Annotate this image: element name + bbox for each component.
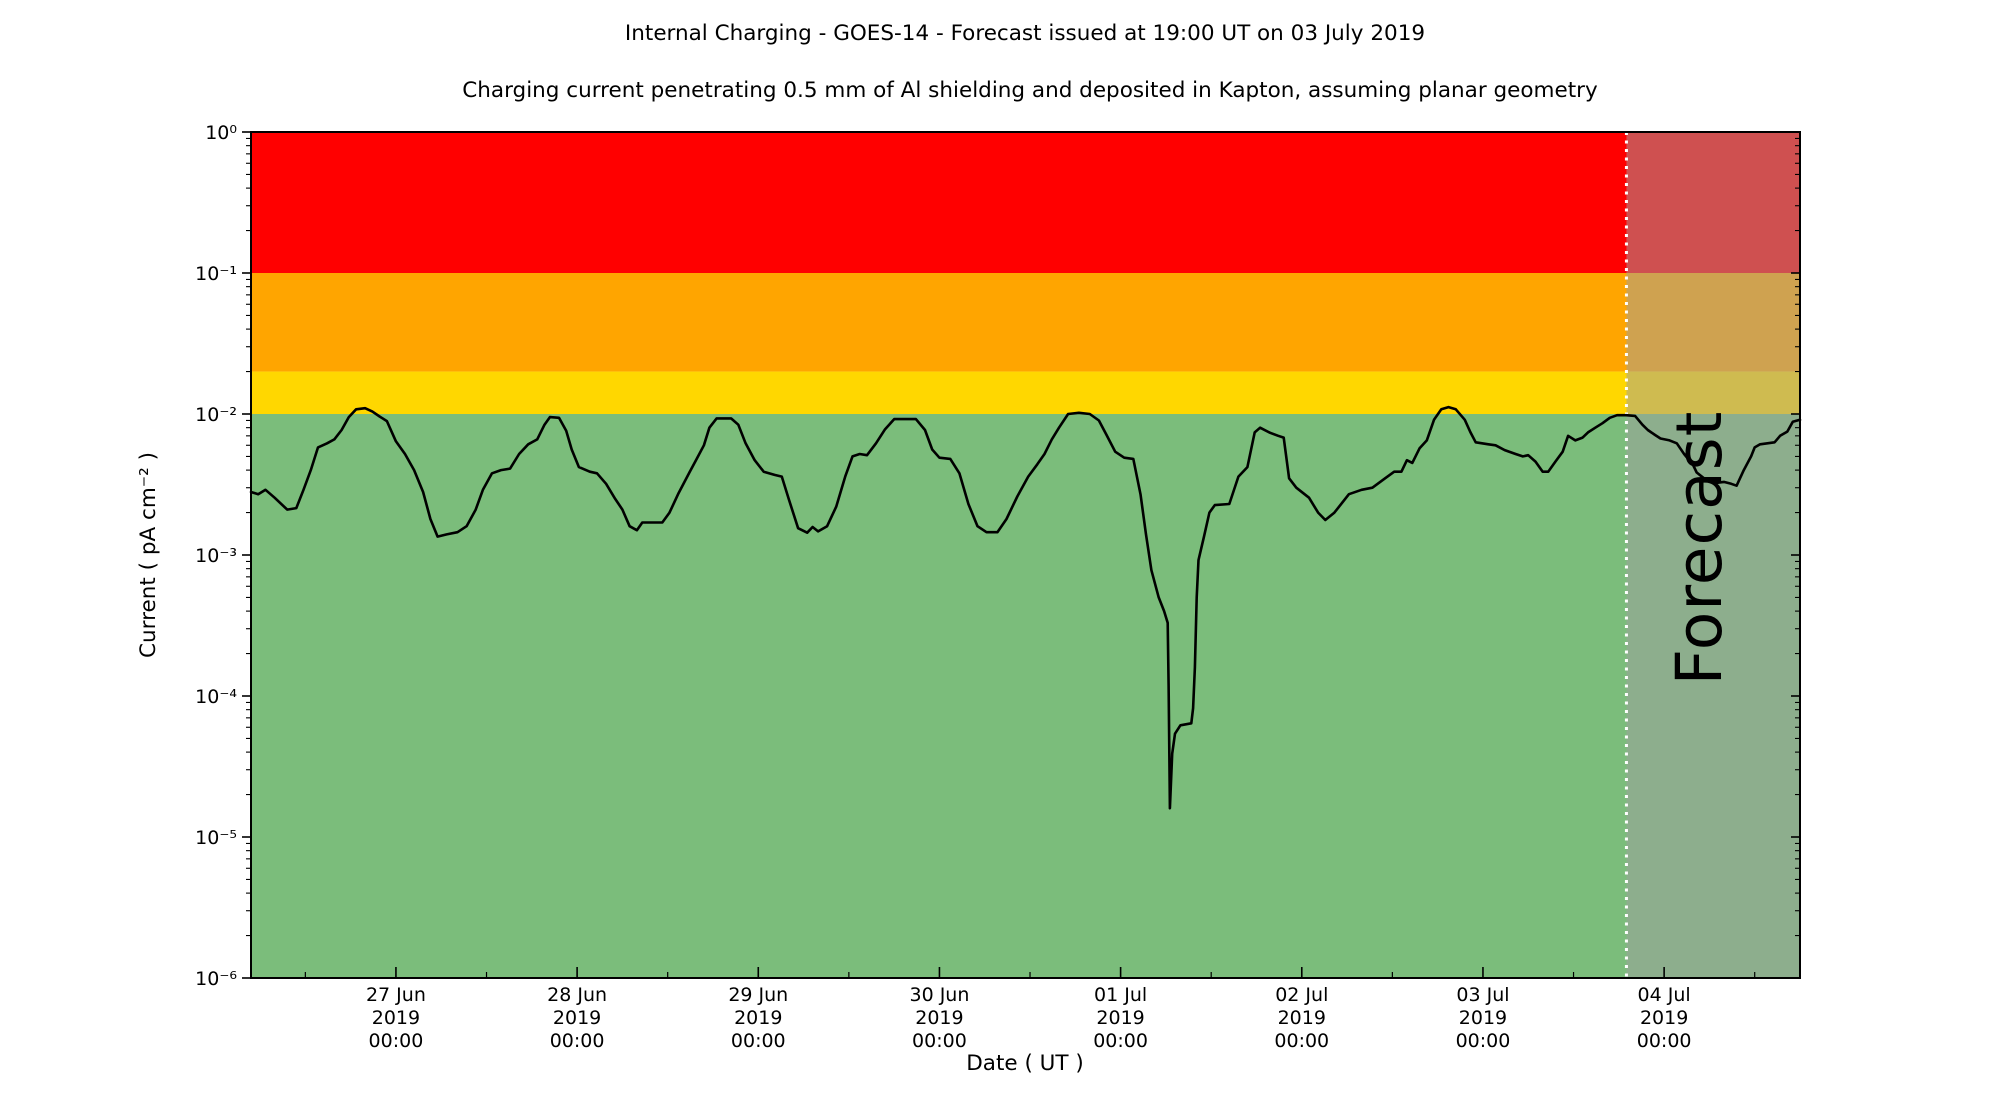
red-alert-band (251, 132, 1800, 273)
x-tick-label-27-jun: 27 Jun 2019 00:00 (366, 984, 426, 1052)
x-tick-label-28-jun: 28 Jun 2019 00:00 (547, 984, 607, 1052)
y-tick-label-1e-4: 10⁻⁴ (195, 686, 237, 708)
forecast-overlay (1626, 132, 1800, 978)
yellow-alert-band (251, 371, 1800, 414)
x-axis-label: Date ( UT ) (966, 1051, 1084, 1076)
y-axis-label: Current ( pA cm⁻² ) (136, 452, 161, 658)
y-tick-label-1e-5: 10⁻⁵ (195, 827, 237, 849)
orange-alert-band (251, 273, 1800, 372)
y-tick-label-1e-1: 10⁻¹ (195, 263, 237, 285)
green-safe-band (251, 414, 1800, 978)
y-tick-label-1e-3: 10⁻³ (195, 545, 237, 567)
x-tick-label-30-jun: 30 Jun 2019 00:00 (909, 984, 969, 1052)
chart-title: Internal Charging - GOES-14 - Forecast i… (625, 21, 1425, 46)
chart-subtitle: Charging current penetrating 0.5 mm of A… (462, 78, 1598, 103)
y-tick-label-1e-2: 10⁻² (195, 404, 237, 426)
axes-layer: 27 Jun 2019 00:00 28 Jun 2019 00:00 29 Jun 2019… (195, 122, 1801, 1052)
y-tick-label-1e0: 10⁰ (205, 122, 237, 144)
charging-current-line (249, 405, 1802, 810)
x-tick-label-03-jul: 03 Jul 2019 00:00 (1456, 984, 1511, 1052)
y-tick-label-1e-6: 10⁻⁶ (195, 968, 237, 990)
curve-layer (249, 405, 1802, 810)
x-tick-label-01-jul: 01 Jul 2019 00:00 (1093, 984, 1148, 1052)
x-tick-label-02-jul: 02 Jul 2019 00:00 (1274, 984, 1329, 1052)
x-tick-label-04-jul: 04 Jul 2019 00:00 (1637, 984, 1692, 1052)
x-tick-label-29-jun: 29 Jun 2019 00:00 (728, 984, 788, 1052)
forecast-watermark-label: Forecast (1663, 411, 1736, 686)
risk-bands-layer (251, 132, 1800, 978)
forecast-layer: Forecast (1624, 132, 1800, 978)
